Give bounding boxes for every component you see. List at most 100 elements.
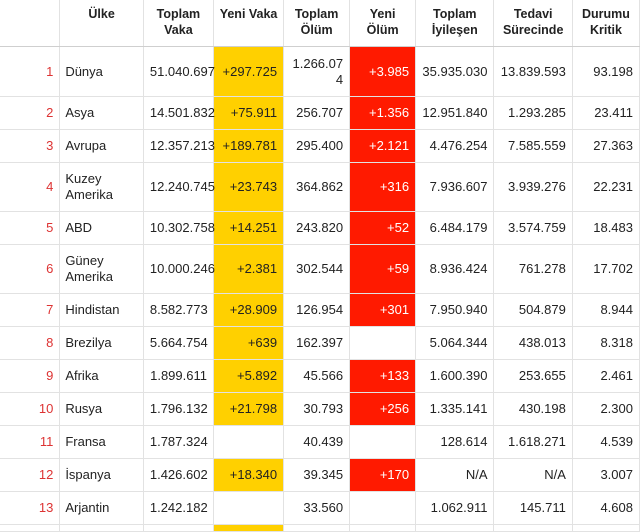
active-cases-cell: 7.585.559 xyxy=(493,129,573,163)
partial-cell xyxy=(493,524,573,532)
critical-cell: 8.318 xyxy=(572,326,640,360)
country-cell[interactable]: Afrika xyxy=(59,359,144,393)
table-row-partial xyxy=(0,524,640,532)
table-row[interactable]: 1 Dünya 51.040.697 +297.725 1.266.074 +3.985 3… xyxy=(0,46,640,97)
header-total-deaths[interactable]: Toplam Ölüm xyxy=(283,0,351,47)
new-deaths-cell: +1.356 xyxy=(349,96,417,130)
partial-cell xyxy=(572,524,640,532)
partial-cell xyxy=(143,524,214,532)
country-cell[interactable]: Kuzey Amerika xyxy=(59,162,144,212)
country-cell[interactable]: Güney Amerika xyxy=(59,244,144,294)
table-row[interactable]: 12 İspanya 1.426.602 +18.340 39.345 +170 N/A N/… xyxy=(0,458,640,492)
country-cell[interactable]: Dünya xyxy=(59,46,144,97)
table-row[interactable]: 6 Güney Amerika 10.000.246 +2.381 302.544 +59… xyxy=(0,244,640,294)
table-row[interactable]: 10 Rusya 1.796.132 +21.798 30.793 +256 1.335.1… xyxy=(0,392,640,426)
rank-cell: 7 xyxy=(0,293,61,327)
total-cases-cell: 10.302.758 xyxy=(143,211,215,245)
active-cases-cell: 438.013 xyxy=(493,326,573,360)
total-cases-cell: 12.240.745 xyxy=(143,162,215,212)
new-deaths-cell xyxy=(349,326,417,360)
table-row[interactable]: 2 Asya 14.501.832 +75.911 256.707 +1.356 12.95… xyxy=(0,96,640,130)
new-cases-cell: +639 xyxy=(213,326,285,360)
total-deaths-cell: 364.862 xyxy=(283,162,351,212)
table-row[interactable]: 4 Kuzey Amerika 12.240.745 +23.743 364.862 +3… xyxy=(0,162,640,212)
table-row[interactable]: 5 ABD 10.302.758 +14.251 243.820 +52 6.484.179… xyxy=(0,211,640,245)
total-cases-cell: 10.000.246 xyxy=(143,244,215,294)
table-row[interactable]: 13 Arjantin 1.242.182 33.560 1.062.911 145.71… xyxy=(0,491,640,525)
active-cases-cell: 761.278 xyxy=(493,244,573,294)
total-deaths-cell: 302.544 xyxy=(283,244,351,294)
header-critical[interactable]: Durumu Kritik xyxy=(572,0,640,47)
total-cases-cell: 1.899.611 xyxy=(143,359,214,393)
total-cases-cell: 12.357.213 xyxy=(143,129,215,163)
total-recovered-cell: 7.936.607 xyxy=(415,162,495,212)
total-cases-cell: 51.040.697 xyxy=(143,46,215,97)
total-deaths-cell: 295.400 xyxy=(283,129,351,163)
header-new-deaths[interactable]: Yeni Ölüm xyxy=(349,0,417,47)
new-cases-cell: +297.725 xyxy=(213,46,285,97)
total-recovered-cell: 1.335.141 xyxy=(415,392,495,426)
total-cases-cell: 1.796.132 xyxy=(143,392,214,426)
rank-cell: 2 xyxy=(0,96,61,130)
new-deaths-cell: +316 xyxy=(349,162,417,212)
total-cases-cell: 1.787.324 xyxy=(143,425,214,459)
country-cell[interactable]: Brezilya xyxy=(59,326,144,360)
header-row: Ülke Toplam Vaka Yeni Vaka Toplam Ölüm Y… xyxy=(0,0,640,47)
total-recovered-cell: 35.935.030 xyxy=(415,46,495,97)
new-cases-cell xyxy=(213,425,285,459)
new-deaths-cell: +59 xyxy=(349,244,417,294)
partial-cell xyxy=(415,524,495,532)
table-row[interactable]: 9 Afrika 1.899.611 +5.892 45.566 +133 1.600.39… xyxy=(0,359,640,393)
total-recovered-cell: 8.936.424 xyxy=(415,244,495,294)
header-total-recovered[interactable]: Toplam İyileşen xyxy=(415,0,495,47)
active-cases-cell: 145.711 xyxy=(493,491,573,525)
total-cases-cell: 1.242.182 xyxy=(143,491,214,525)
rank-cell: 1 xyxy=(0,46,61,97)
country-cell[interactable]: Avrupa xyxy=(59,129,144,163)
critical-cell: 23.411 xyxy=(572,96,640,130)
critical-cell: 2.300 xyxy=(572,392,640,426)
critical-cell: 27.363 xyxy=(572,129,640,163)
table-row[interactable]: 8 Brezilya 5.664.754 +639 162.397 5.064.344 43… xyxy=(0,326,640,360)
new-deaths-cell xyxy=(349,491,417,525)
total-recovered-cell: 128.614 xyxy=(415,425,495,459)
country-cell[interactable]: İspanya xyxy=(59,458,144,492)
new-cases-cell: +14.251 xyxy=(213,211,285,245)
critical-cell: 93.198 xyxy=(572,46,640,97)
new-cases-cell: +23.743 xyxy=(213,162,285,212)
new-cases-cell: +21.798 xyxy=(213,392,285,426)
country-cell[interactable]: Asya xyxy=(59,96,144,130)
total-deaths-cell: 1.266.074 xyxy=(283,46,351,97)
country-cell[interactable]: Rusya xyxy=(59,392,144,426)
critical-cell: 3.007 xyxy=(572,458,640,492)
new-deaths-cell: +256 xyxy=(349,392,417,426)
total-deaths-cell: 39.345 xyxy=(283,458,351,492)
table-row[interactable]: 7 Hindistan 8.582.773 +28.909 126.954 +301 7.9… xyxy=(0,293,640,327)
active-cases-cell: N/A xyxy=(493,458,573,492)
header-total-cases[interactable]: Toplam Vaka xyxy=(143,0,214,47)
table-row[interactable]: 3 Avrupa 12.357.213 +189.781 295.400 +2.121 4.… xyxy=(0,129,640,163)
header-active[interactable]: Tedavi Sürecinde xyxy=(493,0,573,47)
country-cell[interactable]: Arjantin xyxy=(59,491,144,525)
header-new-cases[interactable]: Yeni Vaka xyxy=(213,0,285,47)
partial-cell xyxy=(59,524,144,532)
rank-cell: 13 xyxy=(0,491,61,525)
rank-cell: 4 xyxy=(0,162,61,212)
total-deaths-cell: 243.820 xyxy=(283,211,351,245)
new-cases-cell: +2.381 xyxy=(213,244,285,294)
new-deaths-cell: +52 xyxy=(349,211,417,245)
critical-cell: 18.483 xyxy=(572,211,640,245)
country-cell[interactable]: Hindistan xyxy=(59,293,144,327)
total-deaths-cell: 256.707 xyxy=(283,96,351,130)
country-cell[interactable]: ABD xyxy=(59,211,144,245)
critical-cell: 2.461 xyxy=(572,359,640,393)
country-cell[interactable]: Fransa xyxy=(59,425,144,459)
critical-cell: 4.608 xyxy=(572,491,640,525)
total-deaths-cell: 33.560 xyxy=(283,491,351,525)
new-cases-cell: +5.892 xyxy=(213,359,285,393)
total-recovered-cell: 6.484.179 xyxy=(415,211,495,245)
header-country[interactable]: Ülke xyxy=(59,0,144,47)
rank-cell: 3 xyxy=(0,129,61,163)
table-row[interactable]: 11 Fransa 1.787.324 40.439 128.614 1.618.271 4… xyxy=(0,425,640,459)
